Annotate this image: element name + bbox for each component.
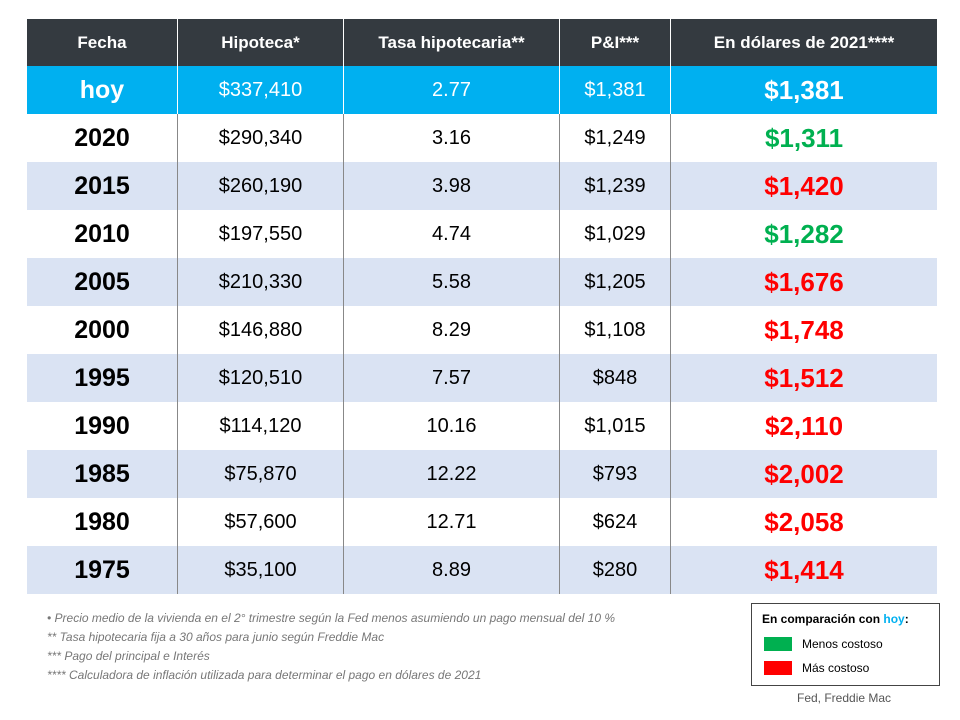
- table-cell: $624: [559, 498, 671, 546]
- table-row: 1985 $75,870 12.22 $793 $2,002: [27, 450, 938, 498]
- table-cell: $290,340: [177, 114, 344, 162]
- column-header: En dólares de 2021****: [670, 19, 938, 66]
- table-cell: 4.74: [343, 210, 560, 258]
- column-header: Hipoteca*: [177, 19, 344, 66]
- table-cell: hoy: [27, 66, 178, 114]
- legend-swatch: [764, 637, 792, 651]
- table-cell: 1995: [27, 354, 178, 402]
- column-header: Tasa hipotecaria**: [343, 19, 560, 66]
- table-cell: 2000: [27, 306, 178, 354]
- table-cell: $2,002: [670, 450, 938, 498]
- legend-label: Menos costoso: [802, 637, 883, 651]
- table-cell: 1985: [27, 450, 178, 498]
- table-row: hoy $337,410 2.77 $1,381 $1,381: [27, 66, 938, 114]
- table-cell: 12.71: [343, 498, 560, 546]
- table-cell: $1,239: [559, 162, 671, 210]
- table-row: 1980 $57,600 12.71 $624 $2,058: [27, 498, 938, 546]
- table-cell: 5.58: [343, 258, 560, 306]
- table-cell: $280: [559, 546, 671, 594]
- footnote: • Precio medio de la vivienda en el 2° t…: [47, 611, 615, 625]
- source: Fed, Freddie Mac: [797, 691, 892, 705]
- table-cell: $197,550: [177, 210, 344, 258]
- table-cell: $2,110: [670, 402, 938, 450]
- table-cell: 1980: [27, 498, 178, 546]
- table-cell: $1,381: [670, 66, 938, 114]
- legend-title: En comparación con hoy:: [762, 612, 909, 626]
- table-row: 1995 $120,510 7.57 $848 $1,512: [27, 354, 938, 402]
- table-row: 2020 $290,340 3.16 $1,249 $1,311: [27, 114, 938, 162]
- table-cell: $1,311: [670, 114, 938, 162]
- table-cell: 7.57: [343, 354, 560, 402]
- table-cell: $1,414: [670, 546, 938, 594]
- footnote: ** Tasa hipotecaria fija a 30 años para …: [47, 630, 385, 644]
- table-cell: $337,410: [177, 66, 344, 114]
- table-cell: $1,108: [559, 306, 671, 354]
- table-cell: $793: [559, 450, 671, 498]
- table-cell: $57,600: [177, 498, 344, 546]
- table-cell: 2015: [27, 162, 178, 210]
- table-cell: $1,029: [559, 210, 671, 258]
- table-cell: 2.77: [343, 66, 560, 114]
- table-cell: 8.29: [343, 306, 560, 354]
- table-cell: $1,676: [670, 258, 938, 306]
- table-cell: $35,100: [177, 546, 344, 594]
- table-row: 2000 $146,880 8.29 $1,108 $1,748: [27, 306, 938, 354]
- table-cell: 12.22: [343, 450, 560, 498]
- table-cell: 1975: [27, 546, 178, 594]
- table-cell: $1,381: [559, 66, 671, 114]
- table-cell: $114,120: [177, 402, 344, 450]
- table-row: 1975 $35,100 8.89 $280 $1,414: [27, 546, 938, 594]
- legend-label: Más costoso: [802, 661, 870, 675]
- table-cell: 3.98: [343, 162, 560, 210]
- table-cell: $1,249: [559, 114, 671, 162]
- table-cell: 2005: [27, 258, 178, 306]
- table-cell: $1,205: [559, 258, 671, 306]
- table-cell: $1,512: [670, 354, 938, 402]
- table-cell: 10.16: [343, 402, 560, 450]
- table-cell: $1,420: [670, 162, 938, 210]
- legend-title-highlight: hoy: [883, 612, 905, 626]
- table-cell: $146,880: [177, 306, 344, 354]
- table-cell: $1,015: [559, 402, 671, 450]
- legend-title-text: En comparación con: [762, 612, 884, 626]
- column-header: P&I***: [559, 19, 671, 66]
- table-cell: $1,282: [670, 210, 938, 258]
- legend-swatch: [764, 661, 792, 675]
- legend-title-colon: :: [904, 612, 909, 626]
- data-table: Fecha Hipoteca* Tasa hipotecaria** P&I*** En…: [27, 19, 938, 594]
- table-row: 2005 $210,330 5.58 $1,205 $1,676: [27, 258, 938, 306]
- legend: En comparación con hoy: Menos costoso Más…: [751, 603, 940, 686]
- table-row: 2010 $197,550 4.74 $1,029 $1,282: [27, 210, 938, 258]
- table-cell: 8.89: [343, 546, 560, 594]
- table-cell: $75,870: [177, 450, 344, 498]
- table-cell: $2,058: [670, 498, 938, 546]
- table-cell: 2020: [27, 114, 178, 162]
- table-cell: $260,190: [177, 162, 344, 210]
- table-cell: 3.16: [343, 114, 560, 162]
- column-header: Fecha: [27, 19, 178, 66]
- table-cell: $1,748: [670, 306, 938, 354]
- footnote: *** Pago del principal e Interés: [47, 649, 210, 663]
- table-row: 2015 $260,190 3.98 $1,239 $1,420: [27, 162, 938, 210]
- footnote: **** Calculadora de inflación utilizada …: [47, 668, 482, 682]
- table-cell: $210,330: [177, 258, 344, 306]
- table-cell: 2010: [27, 210, 178, 258]
- table-row: 1990 $114,120 10.16 $1,015 $2,110: [27, 402, 938, 450]
- table-cell: 1990: [27, 402, 178, 450]
- table-cell: $120,510: [177, 354, 344, 402]
- table-cell: $848: [559, 354, 671, 402]
